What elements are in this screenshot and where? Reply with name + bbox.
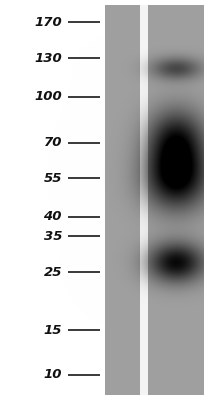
Text: 170: 170 bbox=[34, 16, 62, 28]
Text: 70: 70 bbox=[43, 136, 62, 150]
Text: 10: 10 bbox=[43, 368, 62, 382]
Text: 40: 40 bbox=[43, 210, 62, 224]
Text: 55: 55 bbox=[43, 172, 62, 184]
Text: 15: 15 bbox=[43, 324, 62, 336]
Text: 130: 130 bbox=[34, 52, 62, 64]
Text: 35: 35 bbox=[43, 230, 62, 242]
Text: 25: 25 bbox=[43, 266, 62, 278]
Text: 100: 100 bbox=[34, 90, 62, 104]
